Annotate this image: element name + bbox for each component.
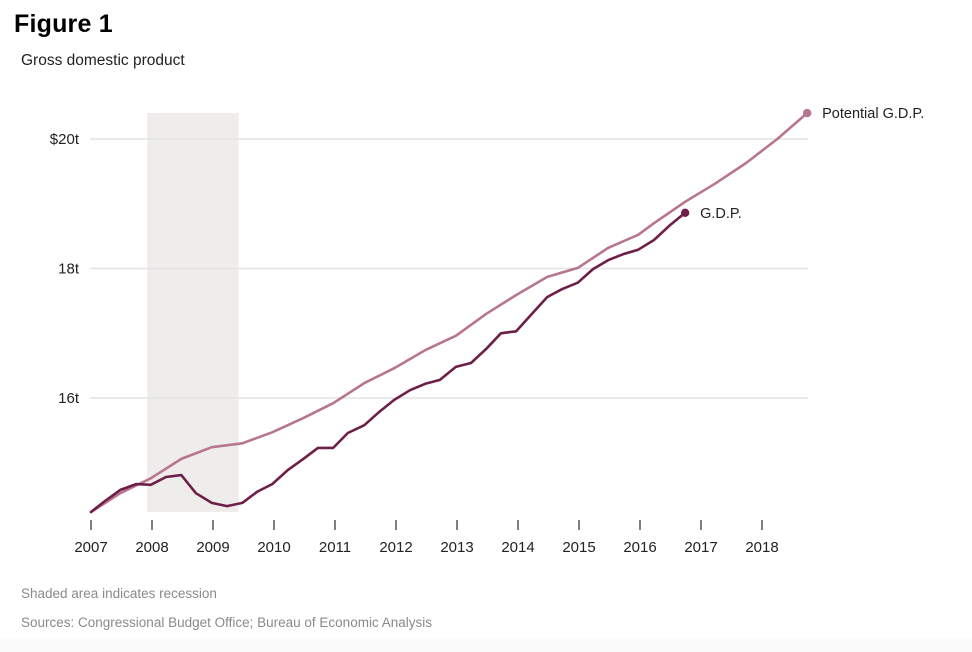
- series-layer: [89, 108, 812, 514]
- recession-shade-layer: [147, 113, 239, 512]
- x-tick-label: 2017: [684, 539, 717, 556]
- chart-title: Gross domestic product: [21, 52, 185, 69]
- gridlines: [90, 138, 808, 399]
- figure-label: Figure 1: [14, 10, 113, 38]
- potential-gdp-line: [89, 111, 809, 514]
- x-tick-label: 2007: [74, 539, 107, 556]
- recession-shade: [147, 113, 239, 512]
- x-tick-label: 2013: [440, 539, 473, 556]
- gdp-label: G.D.P.: [700, 206, 742, 222]
- x-tick-label: 2014: [501, 539, 534, 556]
- potential-gdp-end-marker: [802, 108, 812, 118]
- y-tick-label: 18t: [58, 261, 80, 278]
- x-tick-label: 2015: [562, 539, 595, 556]
- footer-band: [0, 638, 972, 652]
- y-axis-labels: $20t 18t 16t: [50, 131, 80, 407]
- sources-note: Sources: Congressional Budget Office; Bu…: [21, 615, 432, 630]
- x-tick-label: 2008: [135, 539, 168, 556]
- y-tick-label: $20t: [50, 131, 80, 148]
- x-tick-label: 2009: [196, 539, 229, 556]
- potential-gdp-label: Potential G.D.P.: [822, 106, 924, 122]
- x-tick-label: 2016: [623, 539, 656, 556]
- x-axis: 2007 2008 2009 2010 2011 2012 2013 2014 2015 2016…: [74, 520, 779, 556]
- x-tick-label: 2011: [319, 539, 351, 556]
- x-tick-label: 2010: [257, 539, 290, 556]
- x-tick-label: 2012: [379, 539, 412, 556]
- series-labels: Potential G.D.P. G.D.P.: [700, 106, 924, 222]
- gdp-end-marker: [680, 208, 690, 218]
- x-tick-label: 2018: [745, 539, 778, 556]
- gdp-line: [89, 211, 687, 514]
- recession-note: Shaded area indicates recession: [21, 586, 217, 601]
- y-tick-label: 16t: [58, 390, 80, 407]
